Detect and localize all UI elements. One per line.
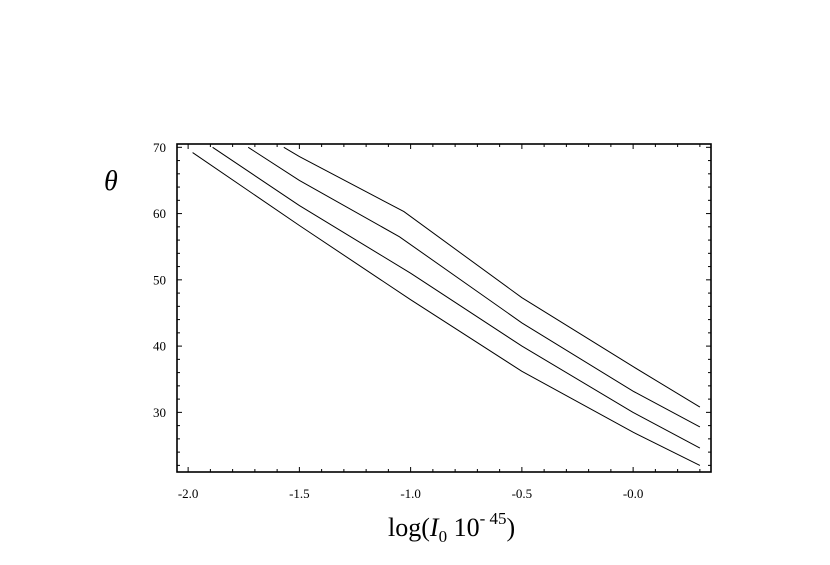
x-axis-label: log(I0 10- 45): [388, 509, 515, 546]
series-line-1: [192, 152, 701, 466]
x-label-var: I: [429, 513, 440, 542]
y-tick-label: 30: [153, 405, 166, 420]
x-tick-label: -2.0: [178, 486, 199, 501]
x-label-sub: 0: [439, 527, 448, 546]
plot-frame: [176, 143, 712, 473]
x-tick-label: -1.0: [400, 486, 421, 501]
x-tick-label: -1.5: [289, 486, 310, 501]
series-line-3: [247, 146, 701, 428]
x-tick-label: -0.0: [623, 486, 644, 501]
y-tick-label: 40: [153, 339, 166, 354]
y-tick-label: 50: [153, 272, 166, 287]
x-label-suffix: ): [506, 513, 515, 542]
series-group: [192, 146, 701, 466]
x-label-prefix: log(: [388, 513, 430, 542]
ticks-group: [177, 144, 711, 472]
series-line-4: [283, 146, 701, 408]
tick-labels-group: -2.0 -1.5 -1.0 -0.5 -0.0 30 40 50 60 70: [153, 140, 643, 501]
y-tick-label: 70: [153, 140, 166, 155]
x-tick-label: -0.5: [512, 486, 533, 501]
series-line-2: [212, 146, 701, 449]
y-tick-label: 60: [153, 206, 166, 221]
y-axis-label: θ: [104, 166, 118, 197]
x-label-sup: - 45: [480, 509, 507, 528]
x-label-mid: 10: [447, 513, 480, 542]
